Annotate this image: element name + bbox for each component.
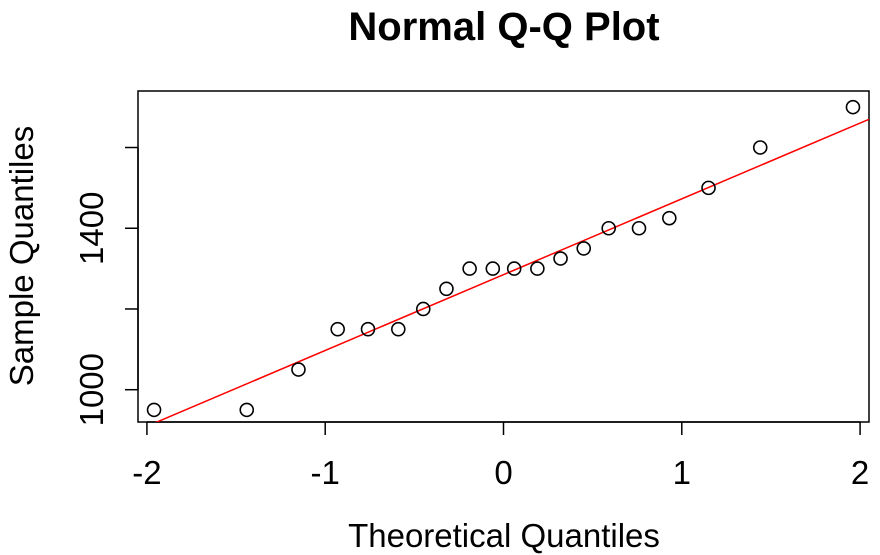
data-point xyxy=(662,210,677,226)
reference-line xyxy=(155,118,869,422)
y-axis: 1000 1400 xyxy=(73,146,139,426)
data-point xyxy=(601,220,616,236)
y-axis-label: Sample Quantiles xyxy=(3,126,40,386)
data-point xyxy=(553,251,568,266)
x-tick-label: -1 xyxy=(311,454,340,491)
data-point xyxy=(360,321,376,337)
data-point xyxy=(462,261,477,276)
data-point xyxy=(530,261,545,276)
data-points xyxy=(146,99,861,418)
chart-title: Normal Q-Q Plot xyxy=(348,5,659,49)
data-point xyxy=(576,241,592,256)
data-point xyxy=(391,321,406,337)
data-point xyxy=(291,362,306,377)
data-point xyxy=(439,281,454,297)
x-tick-label: 1 xyxy=(673,454,691,491)
data-point xyxy=(701,180,716,196)
data-point xyxy=(752,140,768,155)
x-axis: -2 -1 0 1 2 xyxy=(132,421,869,491)
x-tick-label: -2 xyxy=(132,454,161,491)
x-axis-label: Theoretical Quantiles xyxy=(348,517,660,554)
data-point xyxy=(631,220,647,236)
data-point xyxy=(239,402,255,418)
data-point xyxy=(330,321,345,337)
x-tick-label: 0 xyxy=(494,454,512,491)
y-tick-label: 1400 xyxy=(73,192,110,265)
data-point xyxy=(415,301,431,317)
x-tick-label: 2 xyxy=(851,454,869,491)
data-point xyxy=(146,402,162,418)
reference-line-group xyxy=(155,118,869,422)
data-point xyxy=(506,261,522,276)
data-point xyxy=(485,261,501,276)
y-tick-label: 1000 xyxy=(73,353,110,426)
data-point xyxy=(845,99,861,115)
